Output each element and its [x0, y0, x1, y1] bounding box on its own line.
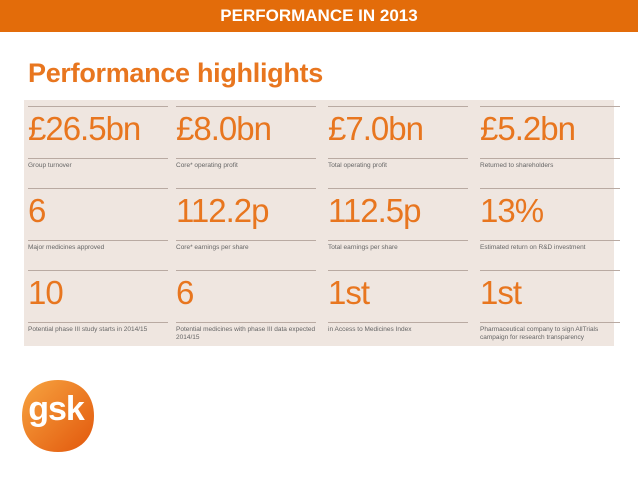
rule — [176, 240, 316, 241]
rule — [28, 240, 168, 241]
rule — [176, 322, 316, 323]
highlight-value: 1st — [480, 274, 522, 311]
rule — [480, 270, 620, 271]
rule — [28, 106, 168, 107]
highlight-label: Major medicines approved — [28, 244, 105, 251]
highlight-value: 112.5p — [328, 192, 421, 229]
highlight-value: 10 — [28, 274, 64, 311]
highlight-label: Potential phase III study starts in 2014… — [28, 326, 148, 333]
highlight-label: Group turnover — [28, 162, 72, 169]
rule — [480, 240, 620, 241]
rule — [176, 270, 316, 271]
highlight-label: Core* operating profit — [176, 162, 238, 169]
rule — [328, 158, 468, 159]
highlight-value: 1st — [328, 274, 370, 311]
highlight-value: £7.0bn — [328, 110, 424, 147]
rule — [480, 188, 620, 189]
rule — [28, 270, 168, 271]
rule — [480, 322, 620, 323]
rule — [328, 270, 468, 271]
highlight-label: Total operating profit — [328, 162, 387, 169]
rule — [480, 158, 620, 159]
highlight-value: £26.5bn — [28, 110, 141, 147]
logo-shape — [22, 380, 94, 452]
highlight-label: Core* earnings per share — [176, 244, 249, 251]
rule — [28, 322, 168, 323]
rule — [28, 158, 168, 159]
logo-text: gsk — [28, 390, 85, 428]
rule — [28, 188, 168, 189]
highlight-label: Returned to shareholders — [480, 162, 554, 169]
highlight-label: Potential medicines with phase III data … — [176, 326, 316, 341]
highlight-value: £8.0bn — [176, 110, 272, 147]
highlight-label: Estimated return on R&D investment — [480, 244, 586, 251]
header-bar: PERFORMANCE IN 2013 — [0, 0, 638, 32]
highlight-value: 6 — [176, 274, 194, 311]
highlight-value: 13% — [480, 192, 544, 229]
rule — [480, 106, 620, 107]
section-title: Performance highlights — [28, 58, 323, 88]
highlight-value: 112.2p — [176, 192, 269, 229]
rule — [328, 322, 468, 323]
highlight-value: 6 — [28, 192, 46, 229]
highlight-label: Pharmaceutical company to sign AllTrials… — [480, 326, 599, 341]
rule — [176, 158, 316, 159]
rule — [176, 188, 316, 189]
rule — [328, 188, 468, 189]
highlight-value: £5.2bn — [480, 110, 576, 147]
rule — [328, 106, 468, 107]
highlights-panel — [24, 100, 614, 346]
highlight-label: Total earnings per share — [328, 244, 398, 251]
rule — [176, 106, 316, 107]
highlight-label: in Access to Medicines Index — [328, 326, 412, 333]
rule — [328, 240, 468, 241]
